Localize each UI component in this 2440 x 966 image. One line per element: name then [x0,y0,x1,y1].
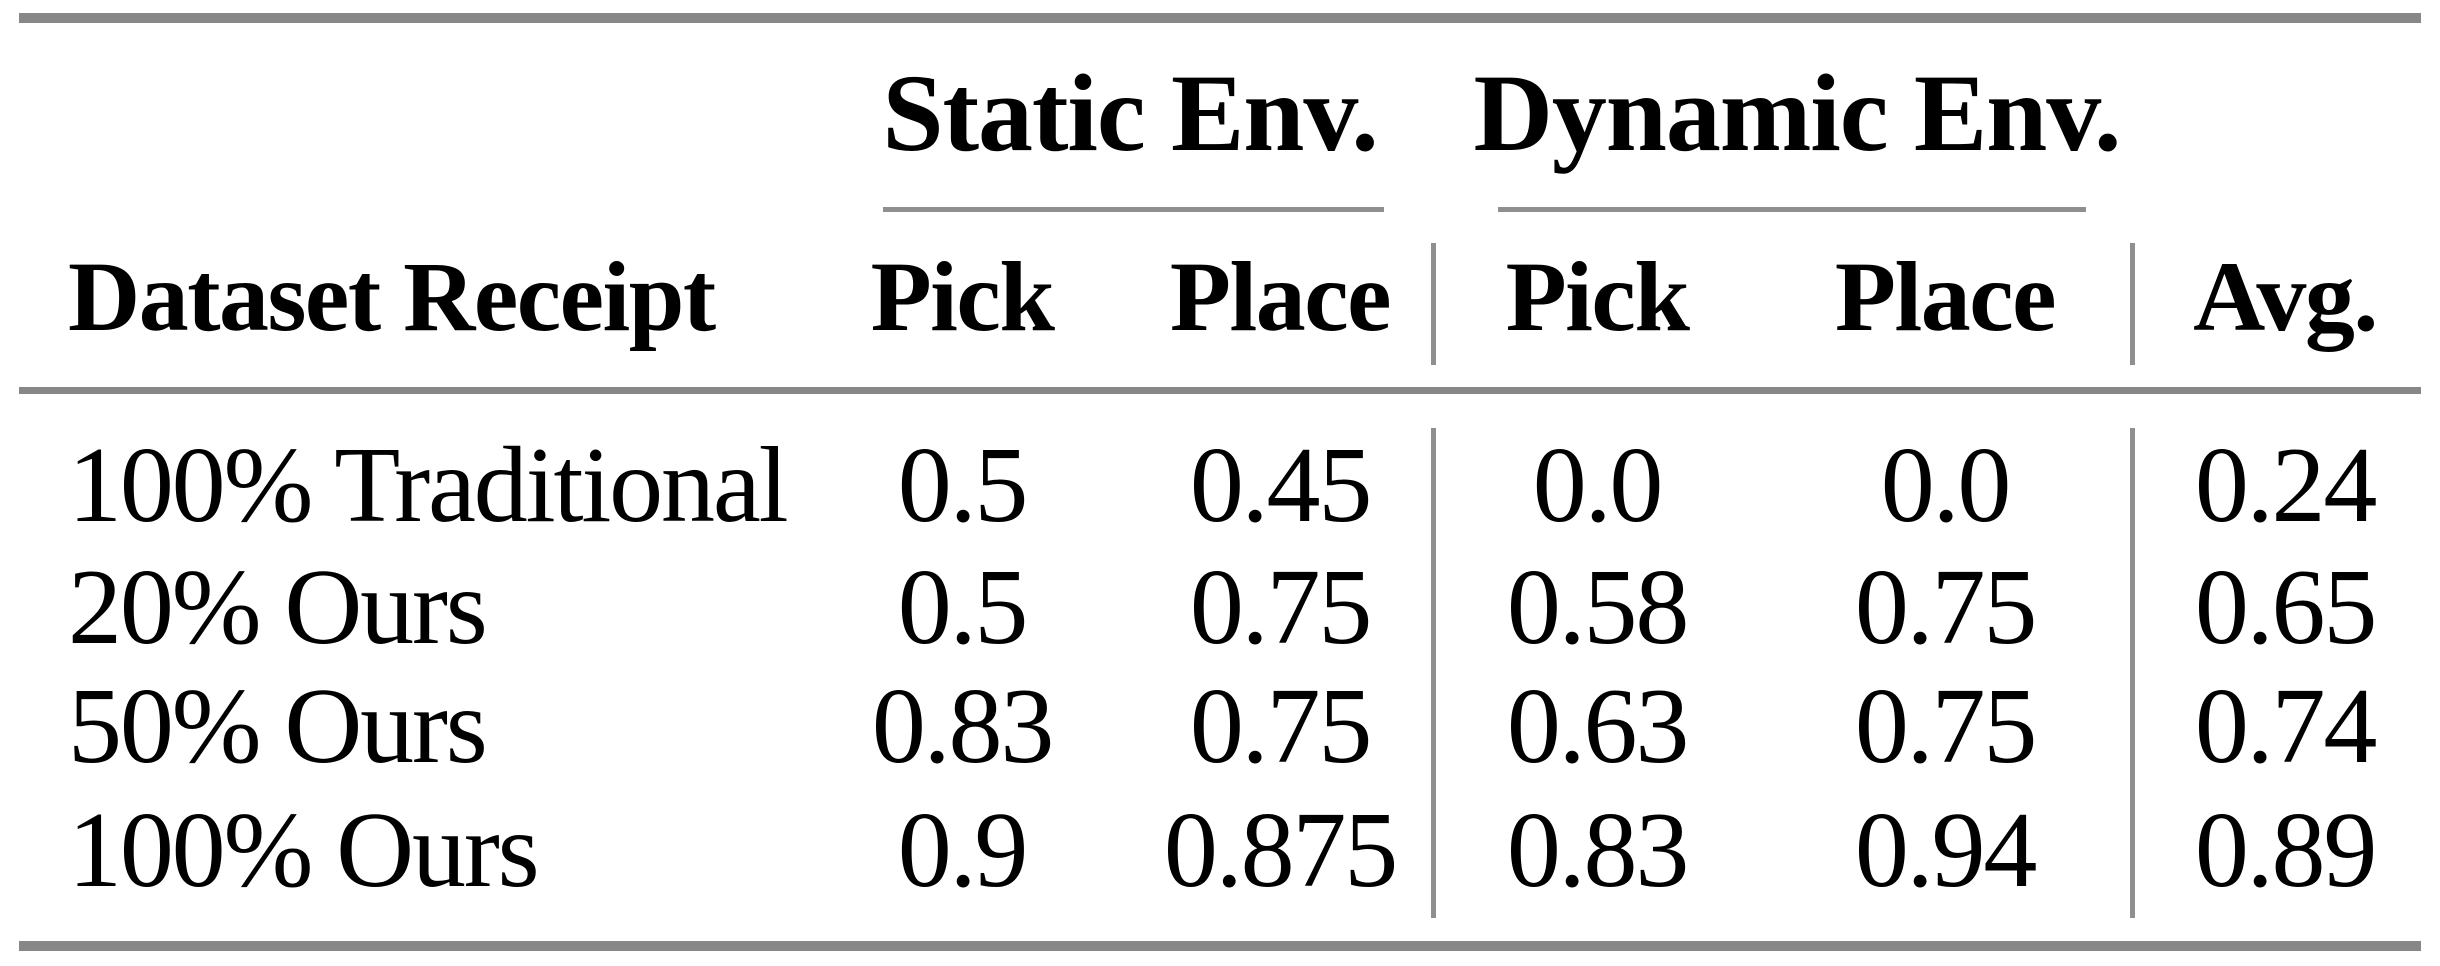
cell-dynamic-place: 0.94 [1854,791,2038,910]
vertical-separator-2-header [2130,243,2135,365]
cell-static-place: 0.75 [1189,667,1373,786]
column-header-static-pick: Pick [870,241,1055,352]
cell-avg: 0.74 [2194,667,2378,786]
cell-avg: 0.65 [2194,548,2378,667]
column-header-dynamic-pick: Pick [1505,241,1690,352]
vertical-separator-1-body [1431,428,1436,918]
cell-dynamic-place: 0.75 [1854,667,2038,786]
column-header-dataset-receipt: Dataset Receipt [68,241,716,352]
cell-dynamic-pick: 0.58 [1506,548,1690,667]
cell-dynamic-pick: 0.0 [1532,426,1664,545]
cell-static-place: 0.75 [1189,548,1373,667]
group-header-dynamic-env: Dynamic Env. [1473,52,2122,174]
dynamic-env-cmidrule [1498,207,2086,212]
cell-dynamic-place: 0.75 [1854,548,2038,667]
cell-static-pick: 0.5 [897,548,1029,667]
cell-static-place: 0.875 [1163,791,1398,910]
cell-static-pick: 0.83 [871,667,1055,786]
column-header-avg: Avg. [2193,241,2378,352]
row-label: 100% Traditional [68,426,789,545]
cell-dynamic-pick: 0.63 [1506,667,1690,786]
static-env-cmidrule [883,207,1384,212]
column-header-dynamic-place: Place [1834,241,2057,352]
cell-static-pick: 0.9 [897,791,1029,910]
row-label: 100% Ours [68,791,540,910]
group-header-static-env: Static Env. [882,52,1378,174]
row-label: 20% Ours [68,548,488,667]
cell-avg: 0.89 [2194,791,2378,910]
vertical-separator-2-body [2130,428,2135,918]
vertical-separator-1-header [1431,243,1436,365]
table-bottom-rule [19,941,2421,951]
cell-dynamic-pick: 0.83 [1506,791,1690,910]
row-label: 50% Ours [68,667,488,786]
table-top-rule [19,13,2421,23]
column-header-static-place: Place [1169,241,1392,352]
cell-avg: 0.24 [2194,426,2378,545]
cell-static-place: 0.45 [1189,426,1373,545]
table-header-rule [19,387,2421,394]
cell-dynamic-place: 0.0 [1880,426,2012,545]
cell-static-pick: 0.5 [897,426,1029,545]
